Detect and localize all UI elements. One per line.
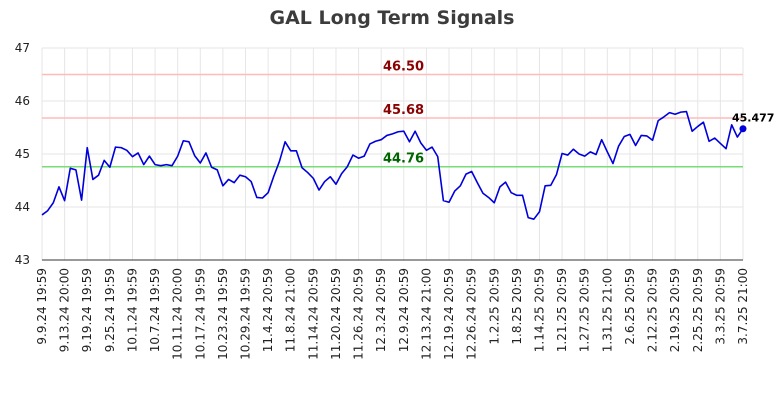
x-tick-label: 3.7.25 21:00 — [736, 268, 750, 345]
x-tick-label: 12.9.24 20:59 — [397, 268, 411, 352]
x-tick-label: 10.7.24 19:59 — [148, 268, 162, 352]
x-tick-label: 9.25.24 19:59 — [103, 268, 117, 352]
x-tick-label: 9.13.24 20:00 — [58, 268, 72, 352]
x-tick-label: 2.25.25 20:59 — [691, 268, 705, 352]
x-tick-label: 1.8.25 20:59 — [510, 268, 524, 345]
x-tick-label: 3.3.25 20:59 — [713, 268, 727, 345]
x-tick-label: 10.23.24 19:59 — [216, 268, 230, 360]
y-tick-label: 46 — [15, 94, 30, 108]
x-tick-label: 11.26.24 20:59 — [352, 268, 366, 360]
x-tick-label: 2.6.25 20:59 — [623, 268, 637, 345]
x-tick-label: 1.2.25 20:59 — [487, 268, 501, 345]
x-tick-label: 11.20.24 20:59 — [329, 268, 343, 360]
y-tick-label: 43 — [15, 253, 30, 267]
x-tick-label: 1.27.25 20:59 — [578, 268, 592, 352]
reference-line-label: 45.68 — [383, 103, 424, 118]
x-tick-label: 1.14.25 20:59 — [532, 268, 546, 352]
x-tick-label: 12.3.24 20:59 — [374, 268, 388, 352]
y-tick-label: 45 — [15, 147, 30, 161]
reference-line-label: 46.50 — [383, 60, 424, 75]
x-tick-label: 1.31.25 21:00 — [600, 268, 614, 352]
x-tick-label: 10.11.24 20:00 — [171, 268, 185, 360]
y-tick-label: 47 — [15, 41, 30, 55]
x-tick-label: 2.12.25 20:59 — [646, 268, 660, 352]
reference-line-label: 44.76 — [383, 152, 424, 167]
x-tick-label: 10.29.24 19:59 — [239, 268, 253, 360]
x-tick-label: 10.1.24 19:59 — [125, 268, 139, 352]
x-tick-label: 12.13.24 21:00 — [419, 268, 433, 360]
last-value-label: 45.477 — [732, 112, 774, 125]
x-tick-label: 1.21.25 20:59 — [555, 268, 569, 352]
series-line — [41, 110, 744, 220]
chart-title: GAL Long Term Signals — [269, 7, 515, 29]
x-tick-label: 12.19.24 20:59 — [442, 268, 456, 360]
last-point-marker — [739, 125, 747, 133]
x-tick-label: 2.19.25 20:59 — [668, 268, 682, 352]
x-tick-label: 9.9.24 19:59 — [35, 268, 49, 345]
x-tick-label: 12.26.24 20:59 — [465, 268, 479, 360]
x-tick-label: 9.19.24 19:59 — [80, 268, 94, 352]
x-tick-label: 11.14.24 20:59 — [306, 268, 320, 360]
x-tick-label: 11.8.24 21:00 — [284, 268, 298, 352]
y-tick-label: 44 — [15, 200, 30, 214]
x-tick-label: 10.17.24 19:59 — [193, 268, 207, 360]
x-tick-label: 11.4.24 20:59 — [261, 268, 275, 352]
